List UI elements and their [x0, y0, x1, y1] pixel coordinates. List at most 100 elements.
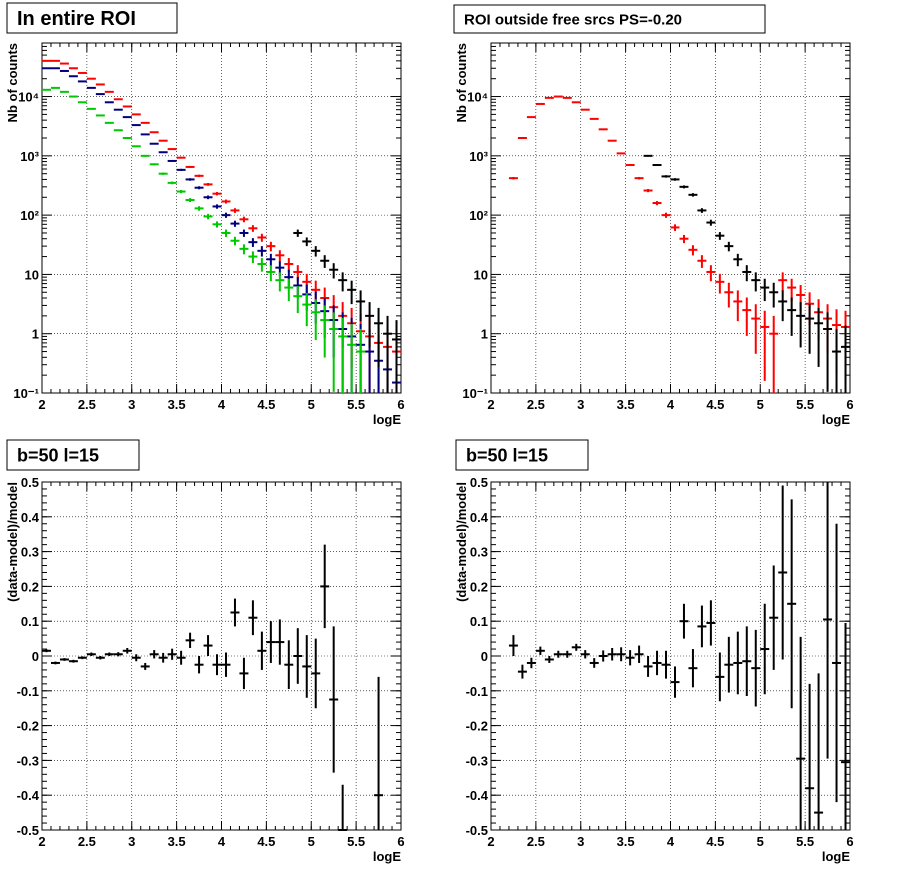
x-tick-label: 3 — [577, 397, 584, 412]
y-tick-label: 10² — [469, 208, 488, 223]
x-tick-label: 5 — [757, 397, 764, 412]
y-axis-label: (data-model)/model — [454, 482, 469, 602]
x-tick-label: 4 — [667, 397, 675, 412]
y-tick-label: 1 — [481, 327, 488, 342]
x-tick-label: 2.5 — [527, 834, 545, 849]
y-tick-label: 10³ — [20, 149, 39, 164]
series-1 — [508, 482, 850, 830]
chart-panel-3: 2 2.5 3 3.5 4 4.5 5 5.5 6 -0.5 -0.4 -0.3 -0.2 -0.1 0 0.… — [5, 439, 405, 864]
x-tick-label: 3.5 — [617, 834, 635, 849]
x-tick-label: 2 — [487, 397, 494, 412]
y-tick-label: -0.5 — [466, 823, 488, 838]
y-tick-label: 0.3 — [21, 545, 39, 560]
chart-title: ROI outside free srcs PS=-0.20 — [464, 11, 682, 28]
x-tick-label: 5.5 — [796, 397, 814, 412]
chart-title: b=50 l=15 — [17, 445, 99, 465]
title-box — [453, 4, 766, 34]
y-tick-label: -0.4 — [466, 788, 489, 803]
x-tick-label: 4.5 — [257, 834, 275, 849]
x-axis-label: logE — [822, 849, 850, 864]
plot-frame — [41, 481, 402, 831]
x-tick-label: 5 — [757, 834, 764, 849]
chart-panel-4: 2 2.5 3 3.5 4 4.5 5 5.5 6 -0.5 -0.4 -0.3 -0.2 -0.1 0 0.… — [454, 439, 854, 864]
x-tick-label: 5.5 — [347, 397, 365, 412]
y-tick-label: -0.3 — [466, 753, 488, 768]
plot-frame — [490, 481, 851, 831]
y-tick-label: -0.1 — [466, 684, 488, 699]
y-tick-label: -0.5 — [17, 823, 39, 838]
x-tick-label: 4 — [218, 397, 226, 412]
y-axis-label: Nb of counts — [454, 43, 469, 122]
chart-panel-2: 2 2.5 3 3.5 4 4.5 5 5.5 6 10⁻¹ 1 10 10² 10³ 10⁴ logE Nb … — [453, 4, 854, 427]
x-tick-label: 5.5 — [347, 834, 365, 849]
y-tick-label: 10⁻¹ — [462, 386, 488, 401]
x-axis-label: logE — [373, 849, 401, 864]
series-3 — [42, 86, 366, 393]
x-tick-label: 4.5 — [706, 397, 724, 412]
y-tick-label: 10² — [20, 208, 39, 223]
title-box — [455, 439, 589, 471]
y-tick-label: 0.2 — [470, 579, 488, 594]
y-tick-label: 0.3 — [470, 545, 488, 560]
y-tick-label: 1 — [32, 327, 39, 342]
x-axis-label: logE — [822, 412, 850, 427]
y-axis-label: (data-model)/model — [5, 482, 20, 602]
y-tick-label: 0.5 — [470, 475, 488, 490]
y-tick-label: 0.5 — [21, 475, 39, 490]
plot-frame — [41, 42, 402, 394]
y-tick-label: 0.4 — [470, 510, 489, 525]
x-tick-label: 5 — [308, 397, 315, 412]
y-tick-label: 10³ — [469, 149, 488, 164]
x-tick-label: 6 — [397, 834, 404, 849]
title-box — [6, 2, 178, 34]
x-tick-label: 3.5 — [168, 834, 186, 849]
y-tick-label: -0.1 — [17, 684, 39, 699]
x-tick-label: 3.5 — [617, 397, 635, 412]
x-axis-label: logE — [373, 412, 401, 427]
chart-panel-1: 2 2.5 3 3.5 4 4.5 5 5.5 6 10⁻¹ 1 10 10² 10³ 10⁴ logE Nb … — [5, 2, 405, 427]
series-2 — [643, 154, 850, 393]
x-tick-label: 6 — [846, 397, 853, 412]
x-tick-label: 4.5 — [257, 397, 275, 412]
y-axis-label: Nb of counts — [5, 43, 20, 122]
title-box — [6, 439, 140, 471]
x-tick-label: 2.5 — [78, 834, 96, 849]
x-tick-label: 4.5 — [706, 834, 724, 849]
y-tick-label: 0 — [32, 649, 39, 664]
x-tick-label: 5.5 — [796, 834, 814, 849]
y-tick-label: 10⁴ — [467, 90, 488, 105]
series-1 — [42, 544, 384, 831]
series-1 — [508, 95, 850, 393]
x-tick-label: 4 — [667, 834, 675, 849]
y-tick-label: 10⁻¹ — [13, 386, 39, 401]
x-tick-label: 2.5 — [527, 397, 545, 412]
y-tick-label: 0.2 — [21, 579, 39, 594]
y-tick-label: -0.3 — [17, 753, 39, 768]
x-tick-label: 3 — [128, 397, 135, 412]
y-tick-label: -0.2 — [466, 719, 488, 734]
x-tick-label: 3 — [577, 834, 584, 849]
plot-frame — [490, 42, 851, 394]
x-tick-label: 2 — [487, 834, 494, 849]
x-tick-label: 2 — [38, 397, 45, 412]
x-tick-label: 2.5 — [78, 397, 96, 412]
series-4 — [293, 229, 401, 393]
y-tick-label: 10⁴ — [18, 90, 39, 105]
y-tick-label: 0.4 — [21, 510, 40, 525]
x-tick-label: 6 — [397, 397, 404, 412]
y-tick-label: -0.4 — [17, 788, 40, 803]
x-tick-label: 4 — [218, 834, 226, 849]
x-tick-label: 3 — [128, 834, 135, 849]
y-tick-label: 0.1 — [21, 614, 39, 629]
chart-title: b=50 l=15 — [466, 445, 548, 465]
x-tick-label: 3.5 — [168, 397, 186, 412]
x-tick-label: 6 — [846, 834, 853, 849]
y-tick-label: 10 — [474, 267, 488, 282]
y-tick-label: -0.2 — [17, 719, 39, 734]
y-tick-label: 10 — [25, 267, 39, 282]
y-tick-label: 0.1 — [470, 614, 488, 629]
y-tick-label: 0 — [481, 649, 488, 664]
chart-title: In entire ROI — [17, 8, 136, 30]
x-tick-label: 5 — [308, 834, 315, 849]
